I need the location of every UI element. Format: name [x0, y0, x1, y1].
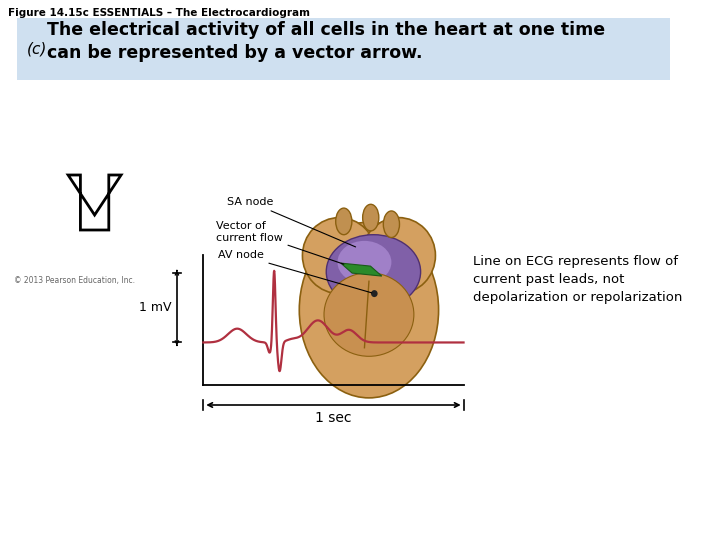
Circle shape: [371, 290, 378, 297]
Ellipse shape: [361, 218, 436, 294]
Ellipse shape: [338, 241, 392, 284]
Text: (c): (c): [27, 42, 47, 57]
Text: Figure 14.15c ESSENTIALS – The Electrocardiogram: Figure 14.15c ESSENTIALS – The Electroca…: [8, 8, 310, 18]
Text: Vector of
current flow: Vector of current flow: [216, 221, 344, 264]
Text: SA node: SA node: [227, 197, 356, 247]
Polygon shape: [68, 175, 121, 230]
Ellipse shape: [363, 204, 379, 231]
Ellipse shape: [336, 208, 352, 235]
FancyBboxPatch shape: [17, 18, 670, 80]
Text: © 2013 Pearson Education, Inc.: © 2013 Pearson Education, Inc.: [14, 276, 135, 285]
Text: The electrical activity of all cells in the heart at one time
can be represented: The electrical activity of all cells in …: [48, 21, 606, 62]
Ellipse shape: [383, 211, 400, 238]
Text: AV node: AV node: [217, 250, 372, 293]
Text: Line on ECG represents flow of
current past leads, not
depolarization or repolar: Line on ECG represents flow of current p…: [473, 255, 683, 304]
Polygon shape: [341, 263, 382, 276]
Ellipse shape: [326, 235, 420, 309]
Ellipse shape: [324, 273, 414, 356]
Text: 1 sec: 1 sec: [315, 411, 351, 425]
Ellipse shape: [302, 218, 376, 294]
Ellipse shape: [300, 222, 438, 398]
Text: 1 mV: 1 mV: [139, 301, 171, 314]
